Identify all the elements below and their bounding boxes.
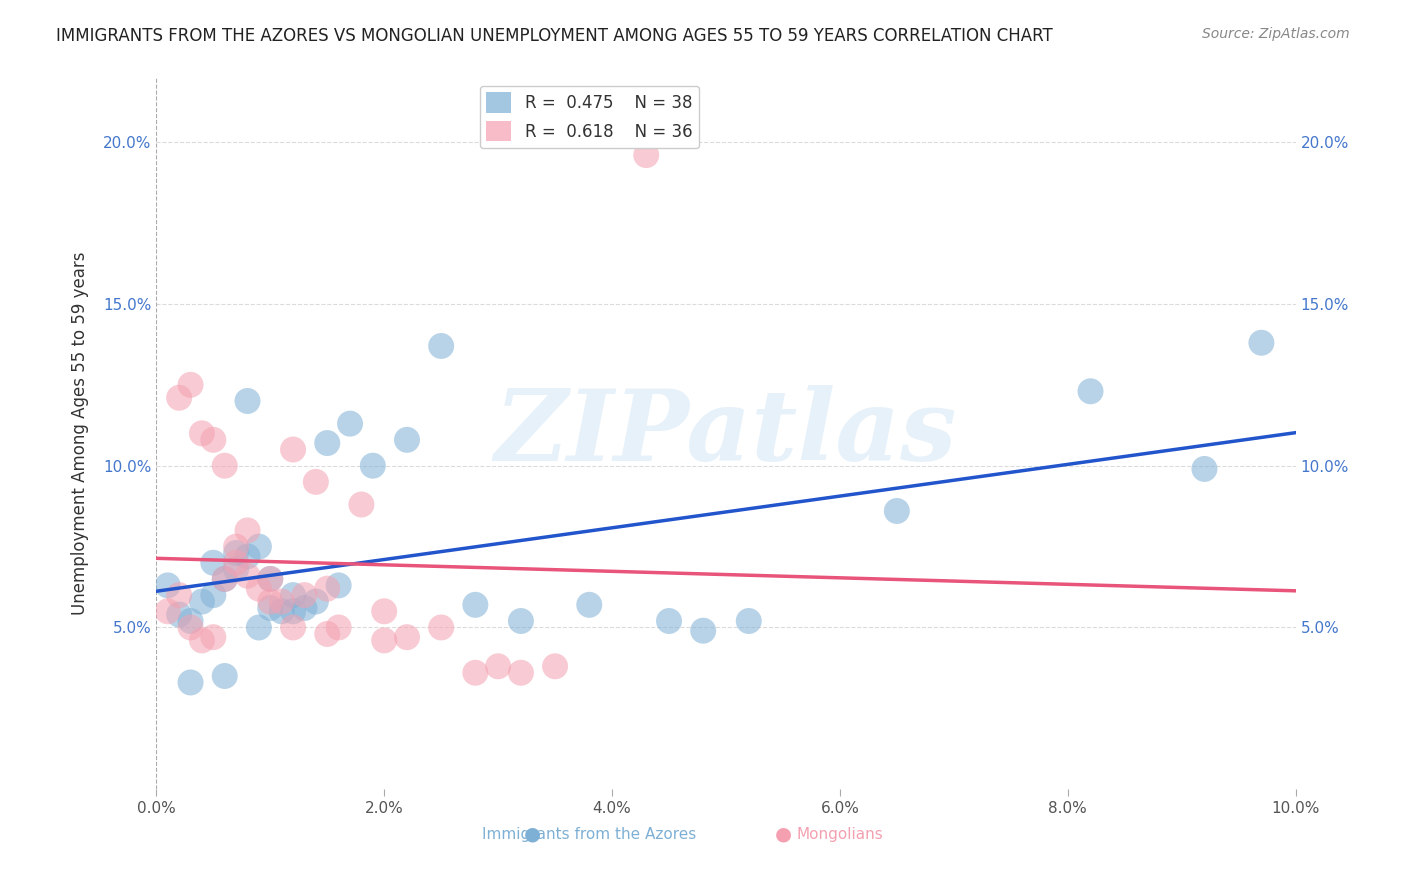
Mongolians [214, 458, 236, 473]
Immigrants from the Azores [395, 433, 418, 447]
Mongolians [202, 433, 225, 447]
Text: ●: ● [775, 824, 792, 843]
Mongolians [544, 659, 567, 673]
Text: Source: ZipAtlas.com: Source: ZipAtlas.com [1202, 27, 1350, 41]
Immigrants from the Azores [225, 562, 247, 576]
Text: ●: ● [524, 824, 541, 843]
Mongolians [167, 391, 190, 405]
Mongolians [636, 148, 658, 162]
Mongolians [373, 633, 395, 648]
Mongolians [305, 475, 328, 489]
Immigrants from the Azores [658, 614, 681, 628]
Immigrants from the Azores [281, 604, 304, 618]
Mongolians [259, 572, 281, 586]
Mongolians [259, 594, 281, 608]
Immigrants from the Azores [1080, 384, 1102, 399]
Y-axis label: Unemployment Among Ages 55 to 59 years: Unemployment Among Ages 55 to 59 years [72, 252, 89, 615]
Immigrants from the Azores [247, 540, 270, 554]
Mongolians [486, 659, 509, 673]
Mongolians [225, 556, 247, 570]
Mongolians [430, 620, 453, 634]
Immigrants from the Azores [281, 588, 304, 602]
Mongolians [156, 604, 179, 618]
Mongolians [236, 524, 259, 538]
Immigrants from the Azores [316, 436, 339, 450]
Text: Immigrants from the Azores: Immigrants from the Azores [482, 827, 696, 842]
Mongolians [395, 630, 418, 644]
Immigrants from the Azores [886, 504, 908, 518]
Mongolians [328, 620, 350, 634]
Immigrants from the Azores [180, 614, 202, 628]
Immigrants from the Azores [464, 598, 486, 612]
Immigrants from the Azores [236, 549, 259, 564]
Immigrants from the Azores [1194, 462, 1216, 476]
Mongolians [373, 604, 395, 618]
Immigrants from the Azores [225, 546, 247, 560]
Immigrants from the Azores [294, 601, 316, 615]
Mongolians [270, 594, 292, 608]
Immigrants from the Azores [214, 572, 236, 586]
Mongolians [214, 572, 236, 586]
Mongolians [225, 540, 247, 554]
Mongolians [509, 665, 531, 680]
Text: Mongolians: Mongolians [797, 827, 883, 842]
Text: ZIPatlas: ZIPatlas [495, 385, 957, 482]
Mongolians [236, 568, 259, 582]
Mongolians [191, 633, 214, 648]
Immigrants from the Azores [259, 601, 281, 615]
Immigrants from the Azores [328, 578, 350, 592]
Immigrants from the Azores [1250, 335, 1272, 350]
Mongolians [180, 377, 202, 392]
Immigrants from the Azores [578, 598, 600, 612]
Mongolians [247, 582, 270, 596]
Mongolians [167, 588, 190, 602]
Mongolians [316, 627, 339, 641]
Mongolians [281, 442, 304, 457]
Immigrants from the Azores [191, 594, 214, 608]
Immigrants from the Azores [259, 572, 281, 586]
Legend: R =  0.475    N = 38, R =  0.618    N = 36: R = 0.475 N = 38, R = 0.618 N = 36 [479, 86, 699, 148]
Mongolians [464, 665, 486, 680]
Mongolians [202, 630, 225, 644]
Immigrants from the Azores [305, 594, 328, 608]
Mongolians [316, 582, 339, 596]
Immigrants from the Azores [156, 578, 179, 592]
Immigrants from the Azores [236, 394, 259, 409]
Immigrants from the Azores [738, 614, 761, 628]
Mongolians [350, 498, 373, 512]
Immigrants from the Azores [361, 458, 384, 473]
Immigrants from the Azores [430, 339, 453, 353]
Immigrants from the Azores [167, 607, 190, 622]
Immigrants from the Azores [509, 614, 531, 628]
Immigrants from the Azores [180, 675, 202, 690]
Mongolians [180, 620, 202, 634]
Text: IMMIGRANTS FROM THE AZORES VS MONGOLIAN UNEMPLOYMENT AMONG AGES 55 TO 59 YEARS C: IMMIGRANTS FROM THE AZORES VS MONGOLIAN … [56, 27, 1053, 45]
Immigrants from the Azores [270, 604, 292, 618]
Immigrants from the Azores [214, 669, 236, 683]
Mongolians [294, 588, 316, 602]
Mongolians [191, 426, 214, 441]
Immigrants from the Azores [247, 620, 270, 634]
Immigrants from the Azores [339, 417, 361, 431]
Mongolians [281, 620, 304, 634]
Immigrants from the Azores [202, 588, 225, 602]
Immigrants from the Azores [202, 556, 225, 570]
Immigrants from the Azores [692, 624, 714, 638]
